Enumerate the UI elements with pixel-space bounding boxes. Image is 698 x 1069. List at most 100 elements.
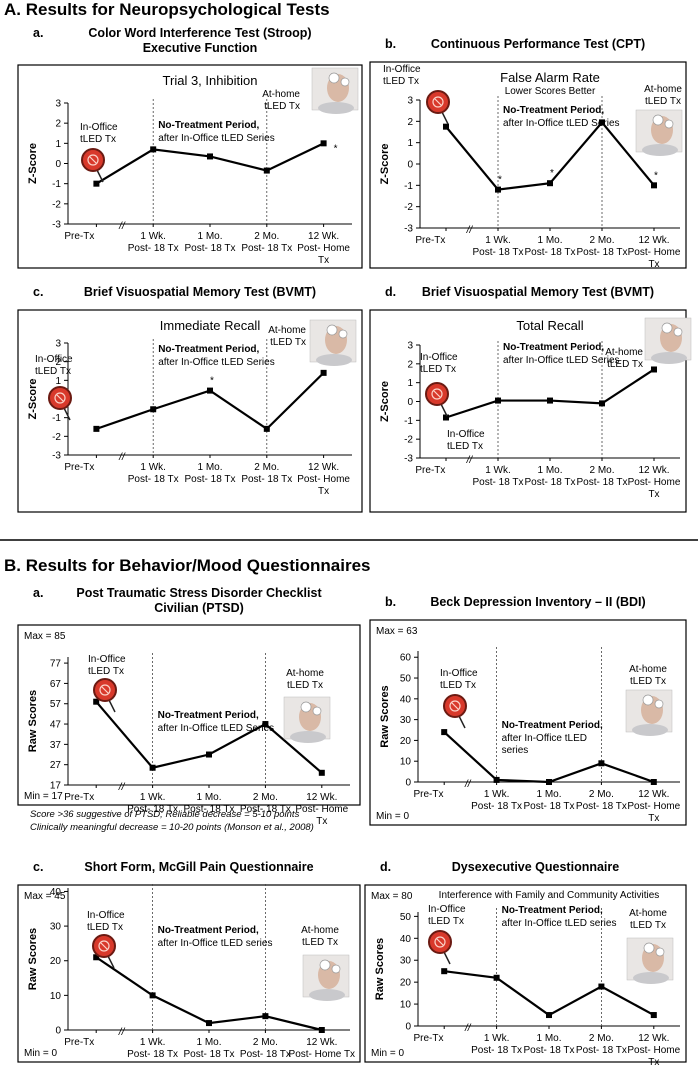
- y-tick-label: 10: [50, 991, 62, 1002]
- icon-tail: [441, 111, 449, 125]
- text-line: Tx: [648, 813, 659, 824]
- text-line: Post- 18 Tx: [524, 801, 575, 812]
- data-point: [650, 1012, 657, 1019]
- text-line: Post- 18 Tx: [240, 804, 291, 815]
- data-line: [445, 368, 655, 419]
- data-point: [493, 974, 500, 981]
- in-office-label: In-Office tLED Tx: [383, 64, 421, 87]
- y-tick-label: 0: [405, 778, 411, 789]
- data-point: [318, 1027, 325, 1033]
- text-line: tLED Tx: [428, 916, 464, 927]
- icon-detail: [100, 942, 108, 950]
- x-tick-label: 1 Wk. Post- 18 Tx: [128, 231, 179, 254]
- text-line: 12 Wk.: [308, 231, 339, 242]
- y-tick-label: 3: [55, 339, 61, 350]
- icon-tail: [108, 699, 116, 713]
- y-tick-label: 0: [405, 1022, 411, 1033]
- chart-frame: [369, 309, 687, 513]
- photo-device: [300, 701, 312, 713]
- panel-letter: b.: [385, 37, 396, 51]
- chart-subtitle: False Alarm Rate: [500, 70, 600, 85]
- y-tick-label: 30: [50, 922, 62, 933]
- text-line: Post- 18 Tx: [241, 243, 292, 254]
- y-tick-label: 3: [407, 96, 413, 107]
- data-point: [207, 153, 213, 160]
- axis-break: //: [464, 779, 472, 790]
- text-line: Post- Home: [628, 247, 681, 258]
- y-tick-label: -2: [404, 202, 413, 213]
- section-title: A. Results for Neuropsychological Tests: [4, 0, 330, 19]
- x-tick-label: Pre-Tx: [415, 465, 445, 476]
- text-line: 1 Wk.: [485, 235, 511, 246]
- y-tick-label: -2: [52, 432, 61, 443]
- period-note: after In-Office tLED Series: [158, 723, 275, 734]
- min-label: Min = 17: [24, 791, 63, 802]
- text-line: Tx: [648, 489, 659, 500]
- x-tick-label: 1 Mo. Post- 18 Tx: [184, 792, 235, 815]
- photo-device: [642, 694, 654, 706]
- x-tick-label: 12 Wk. Post- Home Tx: [297, 462, 350, 497]
- x-tick-label: 1 Wk. Post- 18 Tx: [471, 1033, 522, 1056]
- chart-subtitle: Trial 3, Inhibition: [163, 73, 258, 88]
- photo-device: [331, 964, 341, 974]
- text-line: In-Office: [447, 429, 485, 440]
- at-home-label: At-home tLED Tx: [286, 668, 324, 691]
- y-tick-label: -1: [52, 413, 61, 424]
- icon-detail: [89, 156, 97, 164]
- text-line: In-Office: [420, 352, 458, 363]
- x-tick-label: 1 Wk. Post- 18 Tx: [471, 789, 522, 812]
- photo-device: [319, 959, 331, 971]
- chart-frame: [17, 64, 363, 269]
- text-line: Post- 18 Tx: [473, 247, 524, 258]
- y-tick-label: 40: [400, 934, 412, 945]
- panel-letter: c.: [33, 285, 43, 299]
- text-line: tLED Tx: [630, 676, 666, 687]
- in-office-label: In-Office tLED Tx: [447, 429, 485, 452]
- icon-tail: [458, 715, 466, 729]
- data-point: [599, 400, 605, 407]
- text-line: 2 Mo.: [253, 792, 278, 803]
- text-line: tLED Tx: [87, 922, 123, 933]
- photo-body: [632, 724, 668, 736]
- data-point: [546, 1012, 552, 1019]
- y-tick-label: 0: [407, 160, 413, 171]
- text-line: In-Office: [35, 354, 73, 365]
- y-tick-label: -3: [404, 224, 413, 235]
- text-line: Post- 18 Tx: [241, 474, 292, 485]
- y-axis-label: Raw Scores: [374, 938, 386, 1000]
- y-tick-label: 10: [400, 757, 412, 768]
- in-office-label: In-Office tLED Tx: [87, 910, 125, 933]
- text-line: Post- Home: [297, 243, 350, 254]
- x-tick-label: 12 Wk. Post- Home Tx: [628, 235, 681, 270]
- x-tick-label: 12 Wk. Post- Home Tx: [628, 465, 681, 500]
- text-line: 1 Mo.: [536, 789, 561, 800]
- text-line: 1 Wk.: [140, 462, 166, 473]
- period-note: after In-Office tLED Series: [503, 355, 620, 366]
- text-line: At-home: [644, 84, 682, 95]
- text-line: Tx: [648, 1057, 659, 1068]
- y-tick-label: 40: [50, 887, 62, 898]
- y-tick-label: -3: [52, 220, 61, 231]
- y-tick-label: 20: [400, 736, 412, 747]
- x-tick-label: Pre-Tx: [413, 1033, 443, 1044]
- y-tick-label: 27: [50, 760, 62, 771]
- photo-device: [661, 322, 673, 334]
- text-line: 2 Mo.: [589, 235, 614, 246]
- period-label: No-Treatment Period,: [158, 925, 259, 936]
- text-line: tLED Tx: [264, 101, 300, 112]
- chart-frame: [369, 61, 687, 269]
- text-line: Post- 18 Tx: [524, 1045, 575, 1056]
- chart-title: Brief Visuospatial Memory Test (BVMT): [84, 285, 316, 299]
- y-tick-label: 40: [400, 694, 412, 705]
- x-tick-label: 1 Wk. Post- 18 Tx: [473, 235, 524, 258]
- text-line: 1 Mo.: [536, 1033, 561, 1044]
- text-line: 12 Wk.: [638, 1033, 669, 1044]
- text-line: In-Office: [383, 64, 421, 75]
- text-line: Post- 18 Tx: [127, 1049, 178, 1060]
- in-office-label: In-Office tLED Tx: [35, 354, 73, 377]
- x-tick-label: Pre-Tx: [64, 231, 94, 242]
- photo-device: [652, 114, 664, 126]
- text-line: Post- 18 Tx: [577, 477, 628, 488]
- y-tick-label: 57: [50, 699, 62, 710]
- text-line: 2 Mo.: [254, 231, 279, 242]
